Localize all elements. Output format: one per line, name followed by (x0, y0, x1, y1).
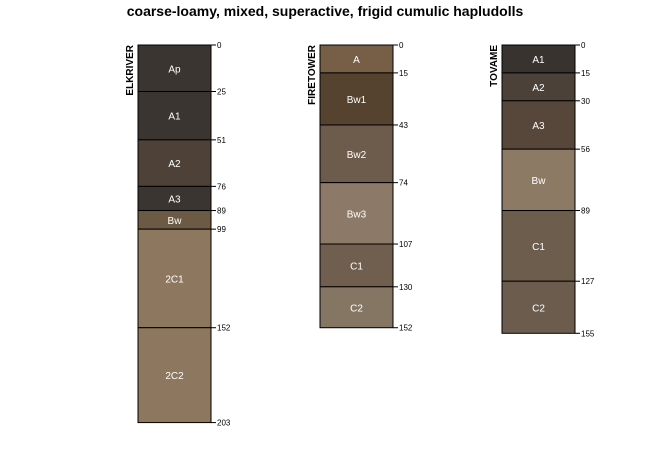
horizon-label: C2 (532, 303, 545, 314)
depth-tick-label: 25 (217, 88, 226, 97)
horizon-firetower-a (319, 44, 394, 74)
depth-tick-label: 203 (217, 419, 231, 428)
depth-tick-label: 15 (581, 69, 590, 78)
horizon-tovame-bw (501, 148, 576, 212)
profile-name-firetower: FIRETOWER (307, 44, 318, 105)
horizon-tovame-c1 (501, 210, 576, 282)
horizon-label: 2C2 (165, 371, 184, 382)
depth-tick-label: 89 (217, 207, 226, 216)
horizon-label: A1 (532, 55, 545, 66)
depth-tick-label: 76 (217, 182, 226, 191)
horizon-label: Bw (532, 176, 547, 187)
horizon-elkriver-2c2 (137, 327, 212, 424)
horizon-tovame-a2 (501, 72, 576, 102)
depth-tick-label: 152 (217, 324, 231, 333)
depth-tick-label: 127 (581, 277, 595, 286)
depth-tick-label: 43 (399, 121, 408, 130)
depth-tick-label: 107 (399, 240, 413, 249)
depth-tick-label: 0 (581, 41, 586, 50)
horizon-label: C1 (350, 261, 363, 272)
horizon-label: C1 (532, 242, 545, 253)
depth-tick-label: 99 (217, 225, 226, 234)
depth-tick-label: 89 (581, 207, 590, 216)
horizon-label: C2 (350, 303, 363, 314)
depth-tick-label: 0 (399, 41, 404, 50)
profile-name-tovame: TOVAME (489, 45, 500, 87)
depth-tick-label: 155 (581, 329, 595, 338)
horizon-label: Bw3 (347, 209, 367, 220)
profile-name-elkriver: ELKRIVER (125, 44, 136, 95)
horizon-label: A1 (168, 112, 181, 123)
horizon-label: A3 (168, 194, 181, 205)
horizon-label: 2C1 (165, 274, 184, 285)
horizon-tovame-a1 (501, 44, 576, 74)
horizon-label: A2 (168, 159, 181, 170)
chart-title: coarse-loamy, mixed, superactive, frigid… (126, 3, 524, 19)
horizon-tovame-a3 (501, 100, 576, 150)
horizon-label: A3 (532, 121, 545, 132)
depth-tick-label: 152 (399, 324, 413, 333)
depth-tick-label: 74 (399, 179, 408, 188)
depth-tick-label: 51 (217, 136, 226, 145)
horizon-label: Bw (168, 216, 183, 227)
depth-tick-label: 130 (399, 283, 413, 292)
horizon-firetower-c1 (319, 243, 394, 288)
depth-tick-label: 56 (581, 145, 590, 154)
horizon-firetower-bw2 (319, 124, 394, 184)
depth-tick-label: 0 (217, 41, 222, 50)
depth-tick-label: 15 (399, 69, 408, 78)
horizon-label: Ap (168, 64, 181, 75)
horizon-label: A (353, 55, 360, 66)
horizon-label: Bw2 (347, 150, 367, 161)
horizon-label: A2 (532, 83, 545, 94)
horizon-tovame-c2 (501, 280, 576, 334)
horizon-label: Bw1 (347, 95, 367, 106)
depth-tick-label: 30 (581, 97, 590, 106)
